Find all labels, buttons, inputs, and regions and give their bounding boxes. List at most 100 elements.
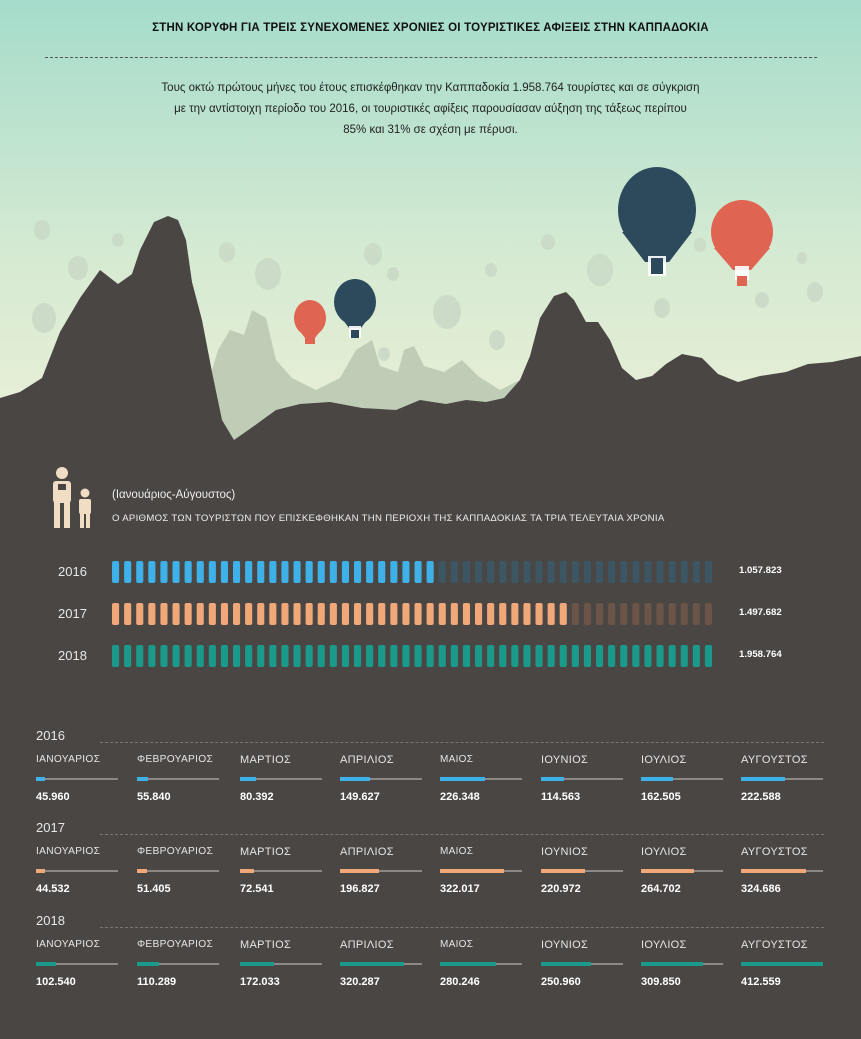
annual-bar-segment bbox=[462, 603, 470, 625]
month-value: 102.540 bbox=[36, 976, 76, 988]
annual-bar-segment bbox=[293, 603, 301, 625]
annual-bar-segment bbox=[475, 645, 483, 667]
intro-line-1: Τους οκτώ πρώτους μήνες του έτους επισκέ… bbox=[161, 82, 700, 94]
annual-bar-segment bbox=[414, 603, 422, 625]
month-bar bbox=[541, 869, 585, 873]
annual-bar-segment bbox=[704, 603, 712, 625]
annual-bar-segment bbox=[668, 561, 676, 583]
month-bar-track bbox=[240, 870, 322, 872]
month-value: 226.348 bbox=[440, 791, 480, 803]
annual-bar-segment bbox=[245, 603, 253, 625]
annual-bar-segment bbox=[172, 603, 180, 625]
month-bar bbox=[137, 869, 148, 873]
annual-bar-segment bbox=[160, 561, 168, 583]
annual-bar-segment bbox=[208, 645, 216, 667]
month-bar-track bbox=[240, 778, 322, 780]
annual-bar-segment bbox=[535, 603, 543, 625]
page-title: ΣΤΗΝ ΚΟΡΥΦΗ ΓΙΑ ΤΡΕΙΣ ΣΥΝΕΧΟΜΕΝΕΣ ΧΡΟΝΙΕ… bbox=[152, 22, 709, 34]
annual-bar-segment bbox=[692, 561, 700, 583]
annual-bar-segment bbox=[438, 603, 446, 625]
annual-bar-segment bbox=[535, 561, 543, 583]
month-value: 309.850 bbox=[641, 976, 681, 988]
month-bar bbox=[641, 869, 694, 873]
annual-bar-segment bbox=[136, 603, 144, 625]
year-label-2018: 2018 bbox=[58, 648, 87, 663]
month-value: 110.289 bbox=[137, 976, 177, 988]
monthly-year-label: 2018 bbox=[36, 913, 65, 928]
annual-bar-segment bbox=[547, 645, 555, 667]
month-label: ΑΥΓΟΥΣΤΟΣ bbox=[741, 754, 808, 766]
annual-bar-segment bbox=[220, 645, 228, 667]
month-value: 45.960 bbox=[36, 791, 70, 803]
month-value: 220.972 bbox=[541, 883, 581, 895]
month-bar bbox=[36, 777, 46, 781]
annual-bar-segment bbox=[305, 645, 313, 667]
month-label: ΙΑΝΟΥΑΡΙΟΣ bbox=[36, 939, 101, 950]
annual-bar-segment bbox=[220, 603, 228, 625]
intro-line-3: 85% και 31% σε σχέση με πέρυσι. bbox=[343, 124, 518, 136]
year-label-2016: 2016 bbox=[58, 564, 87, 579]
annual-bar-segment bbox=[317, 645, 325, 667]
annual-bar-segment bbox=[596, 561, 604, 583]
annual-bar-segment bbox=[366, 561, 374, 583]
annual-bar-segment bbox=[535, 645, 543, 667]
month-label: ΙΑΝΟΥΑΡΙΟΣ bbox=[36, 754, 101, 765]
month-label: ΙΑΝΟΥΑΡΙΟΣ bbox=[36, 846, 101, 857]
annual-bar-segment bbox=[523, 603, 531, 625]
month-value: 149.627 bbox=[340, 791, 380, 803]
annual-bar-segment bbox=[499, 561, 507, 583]
annual-bar-segment bbox=[281, 645, 289, 667]
annual-bar-2017 bbox=[112, 603, 712, 625]
annual-bar-segment bbox=[644, 561, 652, 583]
annual-bar-segment bbox=[523, 561, 531, 583]
annual-bar-segment bbox=[620, 603, 628, 625]
annual-total-2017: 1.497.682 bbox=[739, 607, 782, 618]
month-value: 114.563 bbox=[541, 791, 581, 803]
annual-bar-segment bbox=[450, 645, 458, 667]
month-bar-track bbox=[137, 778, 219, 780]
annual-bar-segment bbox=[184, 645, 192, 667]
annual-bar-segment bbox=[148, 561, 156, 583]
month-bar bbox=[440, 777, 485, 781]
month-bar-track bbox=[340, 778, 422, 780]
month-value: 280.246 bbox=[440, 976, 480, 988]
annual-bar-segment bbox=[426, 561, 434, 583]
annual-bar-segment bbox=[293, 645, 301, 667]
month-value: 324.686 bbox=[741, 883, 781, 895]
annual-bar-segment bbox=[341, 561, 349, 583]
annual-bar-segment bbox=[293, 561, 301, 583]
annual-bar-segment bbox=[547, 603, 555, 625]
month-bar bbox=[641, 777, 674, 781]
annual-bar-segment bbox=[559, 603, 567, 625]
tourists-icon bbox=[53, 467, 91, 528]
month-label: ΜΑΡΤΙΟΣ bbox=[240, 754, 292, 766]
month-bar bbox=[340, 777, 370, 781]
month-bar-track bbox=[541, 778, 623, 780]
annual-bar-segment bbox=[487, 645, 495, 667]
month-value: 44.532 bbox=[36, 883, 70, 895]
month-bar bbox=[541, 777, 564, 781]
annual-bar-segment bbox=[547, 561, 555, 583]
annual-bar-segment bbox=[196, 645, 204, 667]
annual-bar-segment bbox=[366, 603, 374, 625]
annual-bar-segment bbox=[414, 645, 422, 667]
annual-bar-segment bbox=[414, 561, 422, 583]
month-bar bbox=[440, 869, 504, 873]
title-divider bbox=[45, 57, 817, 58]
month-label: ΜΑΙΟΣ bbox=[440, 846, 474, 857]
monthly-divider bbox=[100, 742, 824, 743]
annual-bar-segment bbox=[220, 561, 228, 583]
annual-bar-segment bbox=[438, 561, 446, 583]
annual-bar-segment bbox=[245, 561, 253, 583]
annual-bar-segment bbox=[644, 603, 652, 625]
month-value: 55.840 bbox=[137, 791, 171, 803]
annual-bar-segment bbox=[329, 645, 337, 667]
annual-bar-segment bbox=[680, 603, 688, 625]
annual-bar-segment bbox=[692, 645, 700, 667]
annual-bar-segment bbox=[317, 561, 325, 583]
annual-bar-segment bbox=[233, 645, 241, 667]
intro-text: Τους οκτώ πρώτους μήνες του έτους επισκέ… bbox=[120, 78, 741, 141]
annual-bar-segment bbox=[269, 603, 277, 625]
month-bar-track bbox=[137, 963, 219, 965]
